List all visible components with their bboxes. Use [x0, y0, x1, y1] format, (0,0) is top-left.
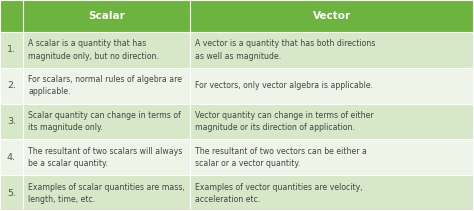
Bar	[0, 0, 474, 32]
Bar	[0, 68, 474, 104]
Text: For scalars, normal rules of algebra are
applicable.: For scalars, normal rules of algebra are…	[28, 75, 182, 96]
Text: A scalar is a quantity that has
magnitude only, but no direction.: A scalar is a quantity that has magnitud…	[28, 39, 159, 61]
Text: 2.: 2.	[7, 81, 16, 90]
Text: Examples of scalar quantities are mass,
length, time, etc.: Examples of scalar quantities are mass, …	[28, 183, 185, 204]
Text: Examples of vector quantities are velocity,
acceleration etc.: Examples of vector quantities are veloci…	[195, 183, 363, 204]
Text: For vectors, only vector algebra is applicable.: For vectors, only vector algebra is appl…	[195, 81, 374, 90]
Text: Scalar: Scalar	[88, 11, 125, 21]
Bar	[0, 175, 474, 211]
Text: 5.: 5.	[7, 189, 16, 198]
Text: 1.: 1.	[7, 45, 16, 54]
Bar	[0, 104, 474, 139]
Bar	[0, 139, 474, 175]
Text: The resultant of two scalars will always
be a scalar quantity.: The resultant of two scalars will always…	[28, 147, 183, 168]
Text: 3.: 3.	[7, 117, 16, 126]
Text: A vector is a quantity that has both directions
as well as magnitude.: A vector is a quantity that has both dir…	[195, 39, 376, 61]
Text: Vector: Vector	[313, 11, 351, 21]
Text: Scalar quantity can change in terms of
its magnitude only.: Scalar quantity can change in terms of i…	[28, 111, 181, 132]
Text: 4.: 4.	[7, 153, 16, 162]
Bar	[0, 32, 474, 68]
Text: Vector quantity can change in terms of either
magnitude or its direction of appl: Vector quantity can change in terms of e…	[195, 111, 374, 132]
Text: The resultant of two vectors can be either a
scalar or a vector quantity.: The resultant of two vectors can be eith…	[195, 147, 367, 168]
